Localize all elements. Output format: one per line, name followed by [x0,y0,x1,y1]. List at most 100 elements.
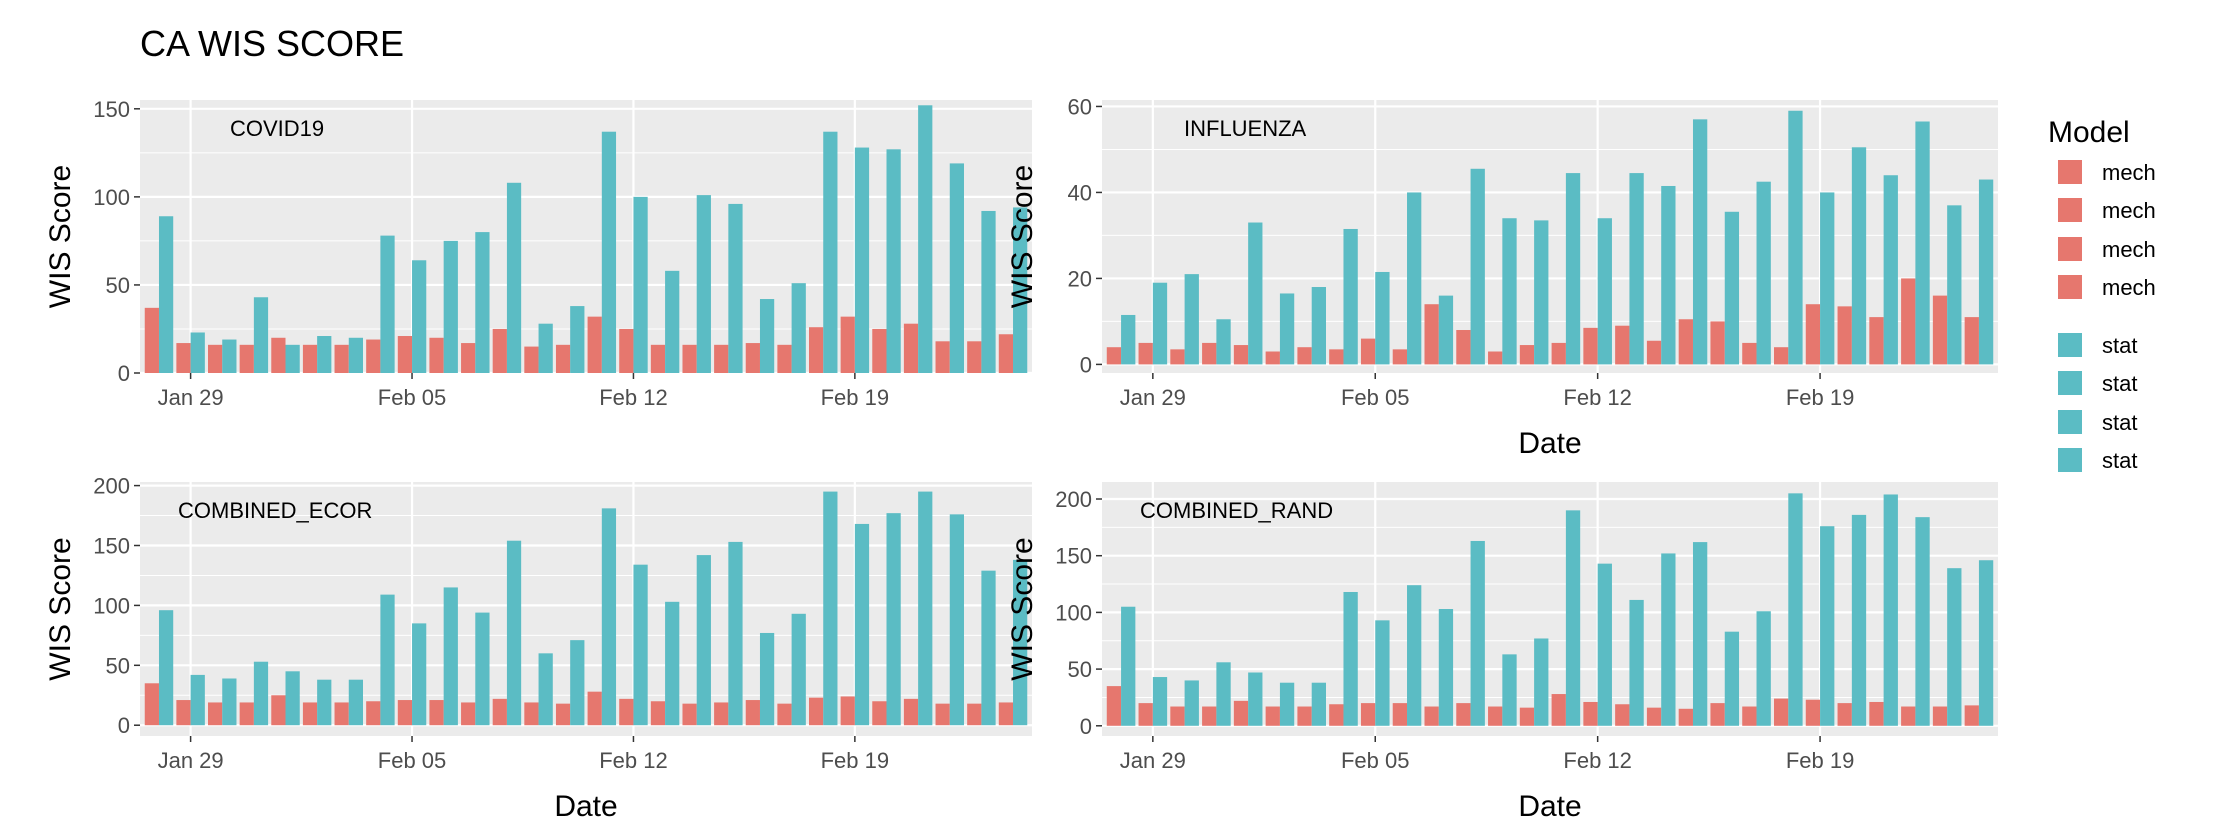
bar-mech-feb-01 [1233,345,1249,365]
legend-key-stat [2058,333,2082,357]
bar-mech-feb-17 [1742,342,1757,365]
bar-mech-feb-06 [1392,349,1408,365]
x-tick-label: Feb 19 [821,748,890,773]
bar-mech-feb-21 [903,698,919,726]
bar-mech-feb-19 [840,316,855,373]
bar-mech-feb-07 [1424,304,1439,365]
panel-covid19: 0 50 100 150 Jan 29 Feb 05 Feb 12 Feb 19 COVID19… [44,97,1032,410]
bar-mech-jan-30 [208,344,223,373]
bar-stat-jan-29 [1152,282,1168,365]
bar-mech-feb-09 [1488,351,1503,365]
bar-stat-feb-17 [1756,181,1771,365]
x-tick-label: Feb 05 [1341,385,1410,410]
bar-stat-feb-15 [728,203,743,373]
bar-mech-feb-08 [1456,330,1471,365]
bar-mech-jan-30 [208,702,223,726]
bar-stat-feb-04 [380,594,395,726]
bar-stat-feb-13 [665,601,680,726]
bar-mech-feb-12 [1583,327,1598,365]
bar-mech-feb-03 [1297,347,1312,365]
bar-mech-feb-11 [1551,342,1566,365]
bar-mech-feb-13 [650,701,666,726]
bar-stat-jan-28 [1121,606,1136,726]
bar-stat-feb-23 [981,210,996,373]
bar-mech-feb-24 [1964,317,1979,365]
legend-label-mech: mech [2102,237,2156,262]
y-tick-label: 150 [1055,544,1092,569]
bar-mech-jan-28 [1106,347,1122,365]
bar-mech-feb-07 [461,343,476,373]
bar-stat-feb-14 [1661,553,1676,726]
y-tick-label: 200 [93,474,130,499]
y-tick-label: 60 [1068,94,1092,119]
bar-mech-feb-15 [714,344,729,373]
panel-label: INFLUENZA [1184,116,1307,141]
bar-stat-feb-02 [317,679,332,726]
bar-stat-feb-08 [1470,540,1485,726]
x-tick-label: Feb 19 [821,385,890,410]
bar-stat-feb-12 [633,196,648,373]
bar-stat-feb-09 [1502,218,1517,365]
bar-stat-feb-16 [759,299,775,373]
y-axis-label: WIS Score [44,165,77,308]
bar-stat-feb-21 [918,105,933,373]
bar-mech-feb-16 [745,700,760,726]
panel-label: COMBINED_RAND [1140,498,1333,523]
bar-mech-feb-23 [1932,295,1948,365]
bar-mech-feb-11 [587,691,602,726]
y-axis-label: WIS Score [1006,537,1039,680]
bar-mech-feb-24 [998,702,1014,726]
bar-mech-feb-14 [1646,707,1662,726]
bar-mech-feb-21 [1869,701,1884,726]
bar-mech-feb-21 [903,323,919,373]
y-tick-label: 100 [1055,600,1092,625]
bar-mech-feb-19 [1805,304,1821,365]
bar-stat-feb-09 [1502,654,1517,726]
bar-mech-feb-09 [524,346,539,373]
panel-label: COVID19 [230,116,324,141]
bar-mech-feb-20 [872,328,887,373]
bar-stat-feb-08 [506,182,522,373]
bar-mech-feb-06 [1392,703,1408,726]
bar-mech-jan-28 [144,307,159,373]
x-tick-label: Jan 29 [158,748,224,773]
legend-label-mech: mech [2102,198,2156,223]
bar-mech-feb-04 [1329,349,1344,365]
bar-stat-feb-13 [1629,173,1644,365]
bar-mech-jan-29 [1138,342,1153,365]
bar-stat-feb-24 [1013,207,1028,373]
x-tick-label: Feb 05 [378,385,447,410]
legend-title: Model [2048,116,2130,149]
bar-mech-feb-21 [1869,317,1884,365]
bar-mech-feb-06 [429,337,444,373]
bar-mech-feb-22 [935,341,950,373]
bar-mech-feb-16 [745,343,760,373]
bar-stat-feb-02 [1279,293,1295,365]
bar-stat-feb-21 [1883,175,1898,365]
panel-influenza: 0 20 40 60 Jan 29 Feb 05 Feb 12 Feb 19 INFLUENZA… [1006,94,1998,460]
legend-label-stat: stat [2102,333,2137,358]
bar-stat-feb-03 [1311,287,1326,365]
bar-mech-jan-31 [1202,706,1217,726]
bar-mech-feb-14 [1646,340,1662,365]
y-tick-label: 150 [93,534,130,559]
bar-stat-feb-10 [1534,638,1549,726]
bar-mech-jan-28 [1106,686,1122,726]
bar-stat-feb-11 [601,131,617,373]
bar-stat-feb-18 [1788,493,1803,726]
legend-key-stat [2058,371,2082,395]
bar-stat-feb-13 [1629,599,1644,726]
bar-mech-feb-24 [1964,705,1979,726]
panel-label: COMBINED_ECOR [178,498,372,523]
bar-stat-feb-08 [506,540,522,726]
bar-mech-feb-02 [1265,706,1280,726]
bar-stat-feb-21 [918,491,933,726]
bar-stat-feb-22 [1915,517,1930,726]
bar-stat-jan-28 [158,610,174,726]
bar-mech-feb-20 [1837,703,1852,726]
bar-mech-feb-16 [1710,321,1725,365]
bar-mech-feb-10 [1519,345,1535,365]
panel-combined-ecor: 0 50 100 150 200 Jan 29 Feb 05 Feb 12 Feb 19 COMB… [44,474,1032,823]
bar-stat-feb-14 [1661,185,1676,365]
